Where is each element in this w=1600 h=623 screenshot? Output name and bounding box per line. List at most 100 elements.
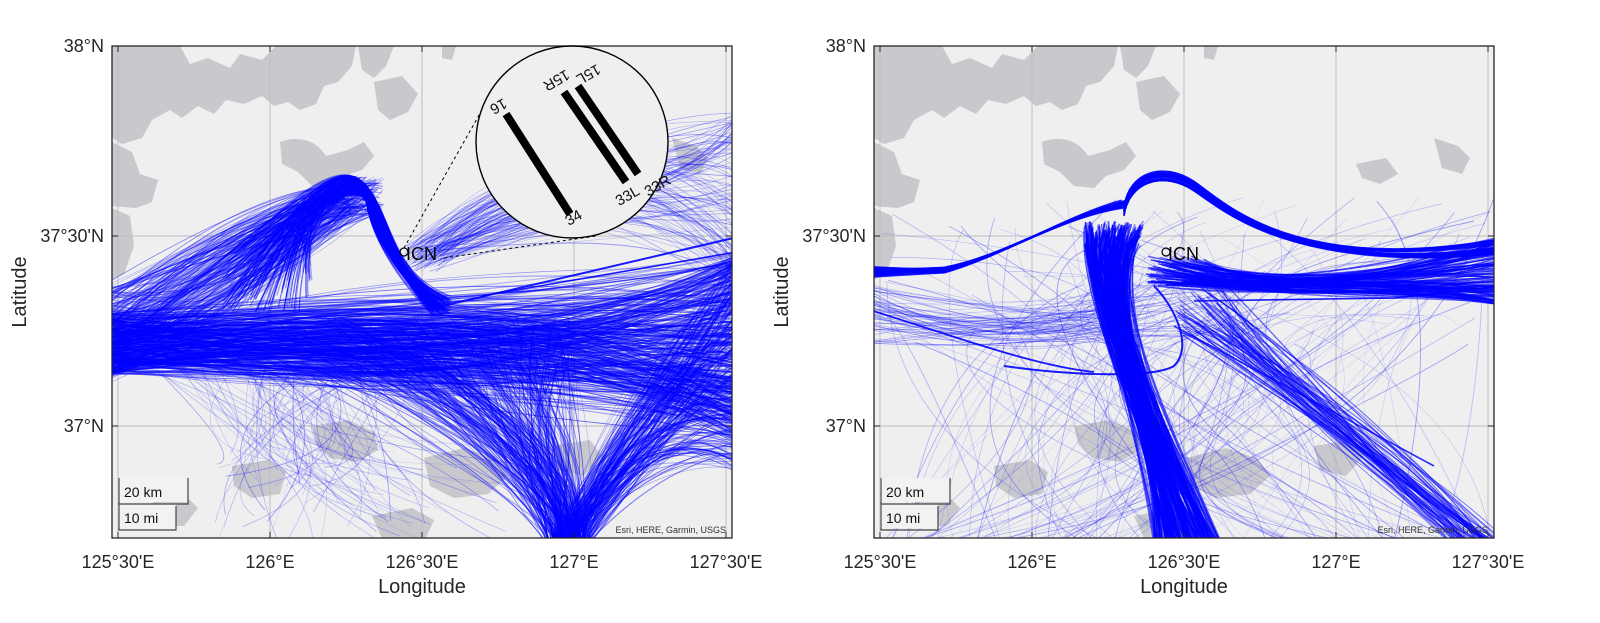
map-panel-right: ICN Esri, HERE, Garmin, USGS 20 km 10 mi 125…	[771, 36, 1524, 598]
flight-track	[1099, 285, 1160, 538]
flight-track	[243, 175, 435, 314]
flight-track	[1178, 271, 1422, 538]
flight-track	[112, 201, 379, 284]
flight-track	[487, 344, 561, 538]
flight-track	[112, 337, 732, 407]
scale-bar-mi-label: 10 mi	[124, 510, 158, 526]
flight-track	[292, 363, 301, 484]
flight-track	[1114, 299, 1313, 538]
inset-leader-line	[443, 235, 597, 259]
flight-track	[1087, 207, 1249, 538]
flight-track	[874, 296, 1216, 345]
flight-track	[1037, 233, 1460, 538]
flight-track	[302, 357, 348, 496]
flight-track	[583, 264, 732, 538]
flight-track	[351, 328, 565, 538]
flight-track	[210, 366, 327, 485]
flight-track	[285, 318, 577, 538]
y-tick-label: 38°N	[64, 36, 104, 56]
flight-track	[256, 359, 386, 519]
flight-track	[566, 384, 732, 538]
flight-track	[565, 348, 732, 538]
flight-track	[553, 354, 570, 538]
flight-track	[250, 368, 380, 451]
flight-track	[339, 335, 565, 538]
flight-track	[112, 214, 351, 298]
flight-track	[1243, 314, 1456, 538]
flight-track	[112, 322, 732, 370]
flight-track	[874, 308, 1163, 333]
scale-bar-km-label: 20 km	[124, 484, 162, 500]
flight-track	[977, 222, 1206, 538]
flight-track	[917, 314, 1424, 538]
scale-bar-km-line	[118, 478, 189, 505]
flight-track	[874, 295, 1119, 324]
flight-track	[112, 213, 381, 321]
flight-track	[1182, 220, 1474, 538]
flight-track	[1177, 315, 1487, 538]
scale-bar-km-box	[118, 478, 188, 502]
flight-track	[156, 373, 308, 489]
flight-track	[1034, 238, 1285, 538]
flight-track	[1001, 241, 1092, 538]
x-tick-label: 127°E	[549, 552, 598, 572]
flight-track	[1009, 321, 1358, 538]
flight-track	[874, 290, 1122, 329]
flight-track	[874, 282, 1162, 305]
flight-track	[576, 448, 732, 538]
flight-track	[112, 325, 732, 346]
flight-track	[874, 306, 1111, 335]
flight-track	[1160, 234, 1245, 538]
flight-track	[112, 314, 732, 366]
flight-track	[963, 270, 1189, 538]
flight-track	[112, 205, 366, 335]
flight-track	[112, 211, 360, 337]
flight-track	[890, 256, 1114, 538]
flight-track	[112, 194, 376, 361]
flight-track	[214, 349, 376, 523]
flight-track	[112, 351, 732, 403]
flight-track	[270, 357, 555, 538]
flight-track	[263, 368, 453, 459]
flight-track	[250, 183, 441, 310]
flight-track	[369, 336, 569, 538]
flight-track	[1227, 286, 1465, 538]
flight-track	[218, 348, 302, 538]
flight-track	[112, 262, 732, 345]
flight-track	[589, 378, 732, 538]
flight-track	[112, 208, 345, 311]
map-attribution: Esri, HERE, Garmin, USGS	[615, 525, 726, 535]
flight-track	[591, 416, 732, 538]
flight-track	[588, 428, 732, 538]
flight-track	[112, 206, 367, 325]
flight-track	[112, 260, 732, 360]
flight-track	[481, 251, 732, 297]
flight-track	[905, 324, 1276, 538]
flight-track	[874, 299, 1177, 325]
flight-track	[245, 366, 264, 497]
flight-track	[1226, 219, 1347, 538]
flight-track	[566, 286, 732, 538]
flight-track	[112, 203, 384, 356]
scale-bar-mi-line	[118, 504, 177, 531]
flight-track	[112, 305, 732, 373]
flight-track	[248, 360, 333, 488]
flight-track	[1084, 249, 1187, 538]
flight-track	[584, 310, 732, 538]
flight-track	[355, 323, 557, 538]
flight-track	[874, 314, 1136, 319]
flight-track	[253, 348, 342, 518]
y-tick-label: 37°30'N	[40, 226, 104, 246]
x-tick-label: 127°E	[1311, 552, 1360, 572]
flight-track	[112, 207, 361, 341]
flight-track	[1229, 320, 1494, 538]
flight-track	[164, 350, 499, 512]
x-axis-label: Longitude	[378, 576, 466, 598]
flight-track	[1204, 294, 1469, 538]
flight-track	[1332, 240, 1411, 538]
flight-track	[1035, 270, 1266, 538]
flight-track	[344, 348, 566, 538]
flight-track	[112, 203, 353, 364]
flight-track	[562, 271, 732, 538]
